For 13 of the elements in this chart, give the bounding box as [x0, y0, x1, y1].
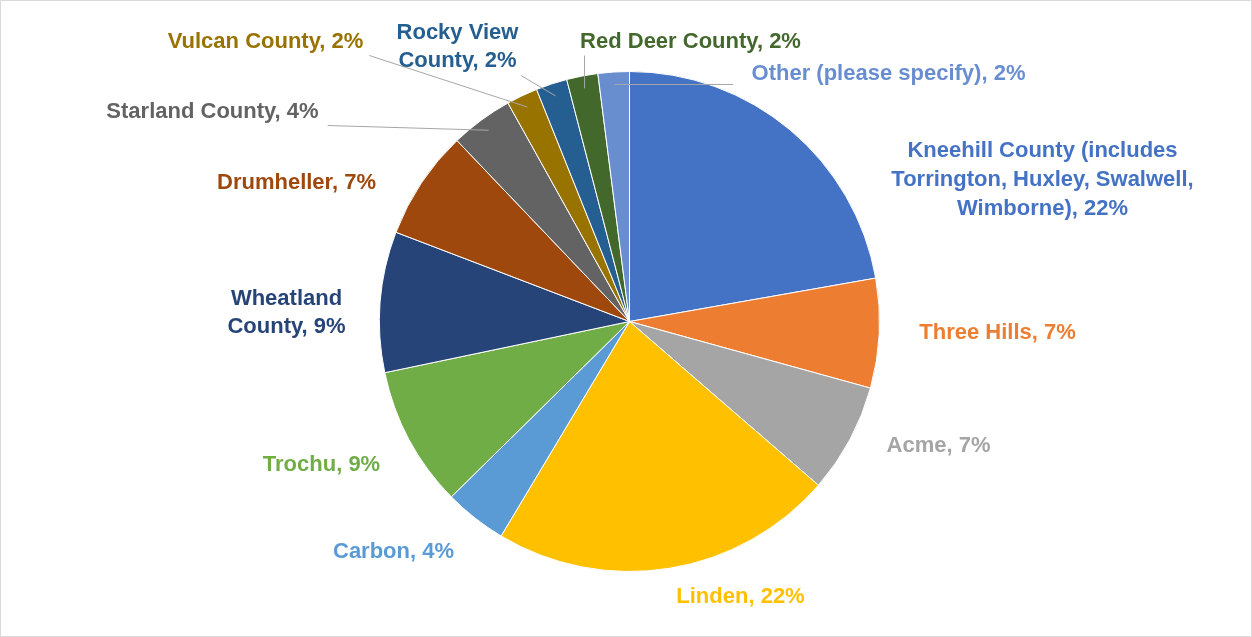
slice-label: Linden, 22%	[676, 583, 805, 608]
slice-label: Kneehill County (includes Torrington, Huxley, Swalwell, Wimborne), 22%	[891, 137, 1194, 220]
slice-label: Starland County, 4%	[106, 98, 319, 123]
slice-label: Trochu, 9%	[262, 451, 381, 476]
slice-label: Drumheller, 7%	[217, 169, 376, 194]
slice-label: Wheatland County, 9%	[227, 284, 346, 339]
slice-label: Three Hills, 7%	[919, 319, 1076, 344]
slice-label: Other (please specify), 2%	[751, 60, 1026, 85]
slice-label: Red Deer County, 2%	[580, 28, 801, 53]
slice-label: Carbon, 4%	[332, 538, 455, 563]
slice-label: Vulcan County, 2%	[167, 28, 364, 53]
slice-label: Acme, 7%	[886, 432, 991, 457]
slice-label: Rocky View County, 2%	[396, 18, 520, 73]
